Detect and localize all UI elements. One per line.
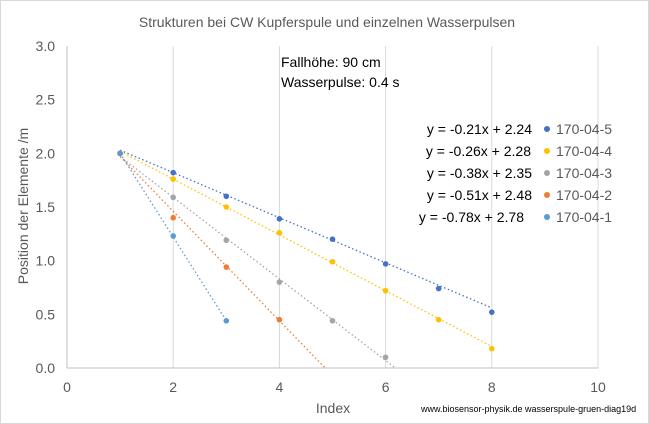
equation-170-04-4: y = -0.26x + 2.28	[426, 143, 531, 159]
point-170-04-5-5	[329, 236, 336, 242]
point-170-04-5-2	[170, 169, 176, 176]
point-170-04-1-1	[117, 150, 123, 157]
point-170-04-2-2	[170, 214, 176, 221]
point-170-04-4-4	[276, 229, 283, 236]
point-170-04-3-5	[329, 317, 336, 324]
y-tick-label-0.5: 0.5	[36, 306, 56, 322]
legend-marker-170-04-1	[544, 214, 550, 220]
chart-title: Strukturen bei CW Kupferspule und einzel…	[139, 14, 515, 30]
legend-marker-170-04-4	[544, 148, 550, 154]
point-170-04-4-2	[170, 176, 176, 182]
point-170-04-3-4	[276, 279, 283, 285]
point-170-04-5-3	[223, 193, 230, 200]
equation-170-04-3: y = -0.38x + 2.35	[427, 165, 532, 181]
legend: 170-04-5 170-04-4 170-04-3 170-04-2 170-04-1	[544, 121, 612, 225]
x-axis-label: Index	[316, 400, 350, 416]
x-tick-label-2: 2	[169, 379, 177, 395]
gridlines	[172, 46, 599, 368]
annotation-fallhoehe: Fallhöhe: 90 cm	[281, 54, 381, 70]
point-170-04-3-6	[382, 354, 389, 361]
point-170-04-2-4	[276, 316, 283, 323]
trendline-170-04-1	[119, 152, 227, 322]
point-170-04-4-6	[382, 287, 389, 294]
point-170-04-1-2	[170, 233, 176, 239]
point-170-04-4-7	[435, 316, 442, 323]
y-tick-labels: 0.0 0.5 1.0 1.5 2.0 2.5 3.0	[36, 38, 56, 376]
point-170-04-5-8	[489, 309, 495, 315]
legend-marker-170-04-2	[544, 192, 550, 198]
x-tick-label-10: 10	[590, 379, 606, 395]
legend-label-170-04-2: 170-04-2	[556, 187, 612, 203]
point-170-04-5-4	[276, 216, 283, 222]
trendlines	[119, 149, 493, 368]
point-170-04-4-5	[329, 258, 336, 265]
y-tick-label-0.0: 0.0	[36, 360, 56, 376]
x-tick-label-4: 4	[276, 379, 284, 395]
source-credit: www.biosensor-physik.de wasserspule-grue…	[420, 404, 636, 414]
y-axis-label: Position der Elemente /m	[15, 128, 31, 284]
x-tick-labels: 0 2 4 6 8 10	[63, 379, 606, 395]
y-tick-label-2.0: 2.0	[36, 145, 56, 161]
legend-marker-170-04-5	[544, 126, 550, 132]
trendline-equations: y = -0.21x + 2.24 y = -0.26x + 2.28 y = -0…	[419, 121, 532, 225]
point-170-04-3-2	[170, 194, 176, 201]
legend-marker-170-04-3	[544, 170, 550, 176]
x-tick-label-0: 0	[63, 379, 71, 395]
equation-170-04-1: y = -0.78x + 2.78	[419, 209, 524, 225]
point-170-04-3-3	[223, 237, 230, 244]
y-tick-label-1.5: 1.5	[36, 199, 56, 215]
data-points	[117, 150, 495, 361]
y-tick-label-2.5: 2.5	[36, 92, 56, 108]
trendline-170-04-5	[119, 149, 493, 309]
annotation-wasserpulse: Wasserpulse: 0.4 s	[281, 74, 400, 90]
point-170-04-5-7	[435, 285, 442, 292]
point-170-04-1-3	[223, 317, 230, 324]
equation-170-04-2: y = -0.51x + 2.48	[427, 187, 532, 203]
legend-label-170-04-4: 170-04-4	[556, 143, 612, 159]
axes	[66, 46, 598, 369]
legend-label-170-04-5: 170-04-5	[556, 121, 612, 137]
trendline-170-04-3	[119, 156, 397, 368]
y-tick-label-1.0: 1.0	[36, 253, 56, 269]
point-170-04-2-3	[223, 264, 230, 270]
x-tick-label-8: 8	[488, 379, 496, 395]
legend-label-170-04-1: 170-04-1	[556, 209, 612, 225]
equation-170-04-5: y = -0.21x + 2.24	[427, 121, 532, 137]
point-170-04-5-6	[382, 261, 389, 267]
point-170-04-4-8	[489, 345, 495, 352]
point-170-04-4-3	[223, 204, 230, 210]
legend-label-170-04-3: 170-04-3	[556, 165, 612, 181]
x-tick-label-6: 6	[382, 379, 390, 395]
y-tick-label-3.0: 3.0	[36, 38, 56, 54]
